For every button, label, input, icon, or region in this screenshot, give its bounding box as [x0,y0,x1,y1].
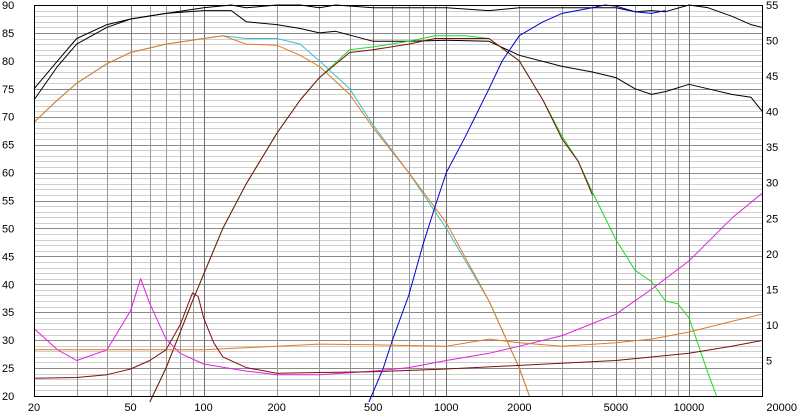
x-tick-label: 5000 [604,402,628,414]
y-left-tick-label: 65 [2,140,14,152]
y-left-tick-label: 35 [2,307,14,319]
x-tick-label: 20000 [766,402,797,414]
y-left-tick-label: 85 [2,28,14,40]
y-left-tick-label: 30 [2,335,14,347]
y-left-tick-label: 75 [2,84,14,96]
y-left-tick-label: 90 [2,0,14,12]
y-left-tick-label: 50 [2,223,14,235]
y-left-tick-label: 45 [2,251,14,263]
x-tick-label: 100 [194,402,212,414]
y-left-tick-label: 70 [2,112,14,124]
series-line-darkred_low [33,292,763,379]
series-line-darkred [149,38,593,403]
y-right-tick-label: 30 [766,178,778,190]
y-right-tick-label: 5 [766,355,772,367]
series-line-orange_low [34,313,763,351]
plot-frame [34,5,763,397]
y-right-tick-label: 20 [766,249,778,261]
y-right-tick-label: 55 [766,0,778,12]
y-right-tick-label: 10 [766,320,778,332]
x-tick-label: 50 [124,402,136,414]
y-right-tick-label: 40 [766,107,778,119]
y-left-tick-label: 60 [2,168,14,180]
chart-grid [34,5,762,396]
series-line-blue [368,4,666,403]
y-right-tick-label: 15 [766,284,778,296]
y-right-tick-label: 25 [766,213,778,225]
x-tick-label: 10000 [674,402,705,414]
y-left-tick-label: 40 [2,279,14,291]
y-right-tick-label: 45 [766,71,778,83]
x-tick-label: 500 [364,402,382,414]
x-tick-label: 2000 [507,402,531,414]
y-right-tick-label: 35 [766,142,778,154]
y-left-tick-label: 20 [2,391,14,403]
x-tick-label: 1000 [434,402,458,414]
chart-series-group [33,4,763,403]
y-left-tick-label: 80 [2,56,14,68]
y-right-tick-label: 50 [766,36,778,48]
y-left-tick-label: 55 [2,196,14,208]
series-line-orange [33,35,530,397]
series-line-magenta [33,193,763,376]
y-left-tick-label: 25 [2,363,14,375]
x-tick-label: 20 [28,402,40,414]
x-tick-label: 200 [267,402,285,414]
